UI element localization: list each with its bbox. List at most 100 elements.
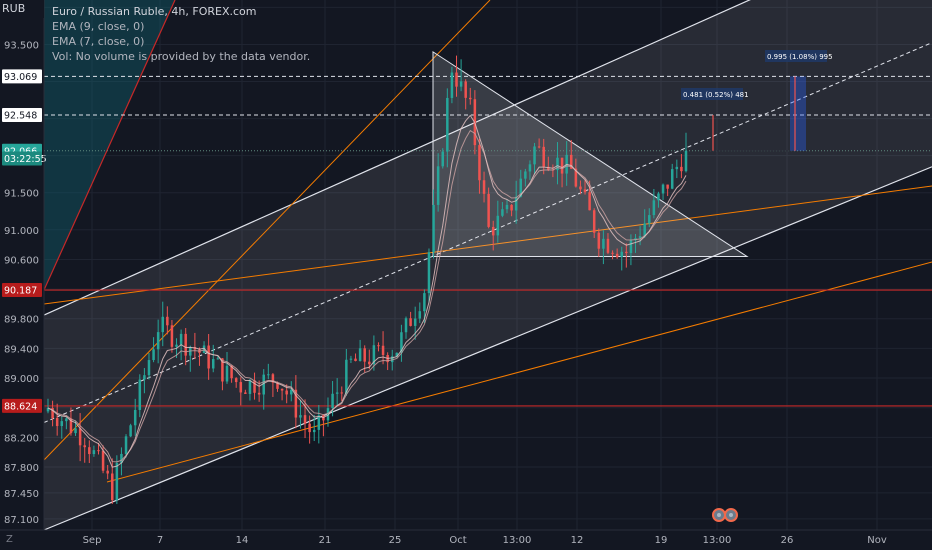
time-tick-label: 12 xyxy=(571,535,584,546)
candle-body xyxy=(643,223,646,237)
candle-body xyxy=(611,252,614,254)
candle-body xyxy=(652,200,656,216)
candle-body xyxy=(239,382,243,393)
candle-body xyxy=(588,192,591,211)
measurement-label-text: 0.481 (0.52%) 481 xyxy=(683,91,749,99)
zoom-button[interactable]: Z xyxy=(6,534,13,545)
price-tick-label: 88.200 xyxy=(4,433,39,444)
candle-body xyxy=(519,178,523,197)
economic-event-icon[interactable] xyxy=(724,508,738,522)
ema7-indicator[interactable]: EMA (7, close, 0) xyxy=(52,35,145,48)
candle-body xyxy=(335,392,339,394)
candle-body xyxy=(377,345,380,347)
currency-badge[interactable]: RUB xyxy=(0,0,44,18)
candle-body xyxy=(234,378,238,383)
candle-body xyxy=(496,215,500,236)
time-tick-label: 13:00 xyxy=(703,535,732,546)
time-tick-label: Sep xyxy=(83,535,102,546)
candle-body xyxy=(345,359,348,394)
candle-body xyxy=(574,168,578,187)
candle-body xyxy=(111,473,114,501)
candle-body xyxy=(271,374,275,383)
candle-body xyxy=(349,358,353,360)
candle-body xyxy=(446,97,449,152)
candle-body xyxy=(358,348,362,362)
candle-body xyxy=(505,204,509,210)
price-tick-label: 93.500 xyxy=(4,40,39,51)
candle-body xyxy=(115,462,119,501)
steep-trend-line xyxy=(43,0,176,291)
candle-body xyxy=(303,415,307,424)
candle-body xyxy=(459,81,463,87)
candle-body xyxy=(606,238,610,253)
measure-range-box xyxy=(790,76,806,151)
orange-trend-line xyxy=(106,261,932,483)
candle-body xyxy=(560,157,564,174)
candle-body xyxy=(501,209,504,216)
candle-body xyxy=(65,418,68,422)
candle-body xyxy=(230,365,233,379)
price-tag-bg xyxy=(2,108,42,123)
candle-body xyxy=(340,392,344,394)
candle-body xyxy=(620,251,623,258)
candle-body xyxy=(184,333,187,356)
price-tag: 90.187 xyxy=(2,283,42,298)
candle-body xyxy=(262,374,265,395)
candle-body xyxy=(207,345,210,369)
candle-body xyxy=(317,415,321,430)
candle-body xyxy=(147,360,151,376)
price-tag-text: 88.624 xyxy=(4,401,37,412)
candle-body xyxy=(381,345,385,355)
candle-body xyxy=(450,72,454,98)
candle-body xyxy=(615,253,619,258)
candle-body xyxy=(276,382,279,389)
time-tick-label: Oct xyxy=(449,535,466,546)
candle-body xyxy=(592,210,596,233)
candle-body xyxy=(469,97,472,100)
time-tick-label: 19 xyxy=(655,535,668,546)
candle-body xyxy=(253,380,256,393)
price-tag-text: 93.069 xyxy=(4,72,37,83)
candle-body xyxy=(331,393,334,409)
candle-body xyxy=(455,72,458,87)
candle-body xyxy=(395,352,399,357)
time-tick-label: Nov xyxy=(867,535,887,546)
price-tag: 88.624 xyxy=(2,398,42,413)
candle-body xyxy=(78,428,82,446)
candle-body xyxy=(88,447,91,455)
price-tick-label: 89.800 xyxy=(4,315,39,326)
candle-body xyxy=(602,238,605,249)
candle-body xyxy=(533,146,536,165)
channel-lower-line xyxy=(43,166,932,531)
price-tag: 03:22:55 xyxy=(2,151,47,166)
candle-body xyxy=(514,196,518,211)
candle-body xyxy=(221,358,224,382)
candle-body xyxy=(175,344,178,347)
price-tick-label: 87.800 xyxy=(4,463,39,474)
candle-body xyxy=(427,252,431,294)
candle-body xyxy=(55,418,59,427)
candle-body xyxy=(400,332,403,353)
candle-body xyxy=(101,450,105,471)
time-tick-label: 21 xyxy=(319,535,332,546)
candle-body xyxy=(368,361,371,365)
symbol-title[interactable]: Euro / Russian Ruble, 4h, FOREX.com xyxy=(52,5,257,18)
candle-body xyxy=(312,429,316,433)
candle-body xyxy=(280,388,284,391)
candle-body xyxy=(216,358,220,360)
candle-body xyxy=(675,166,679,170)
candle-body xyxy=(285,390,288,395)
price-tag-text: 03:22:55 xyxy=(4,154,47,165)
time-tick-label: 26 xyxy=(781,535,794,546)
candle-body xyxy=(423,293,426,312)
price-tag-bg xyxy=(2,151,42,166)
ema9-indicator[interactable]: EMA (9, close, 0) xyxy=(52,20,145,33)
candle-body xyxy=(179,333,183,345)
candle-body xyxy=(478,145,481,181)
ema9-line xyxy=(47,129,687,463)
candle-body xyxy=(267,374,270,376)
orange-trend-line xyxy=(43,185,932,305)
candle-body xyxy=(413,318,417,326)
candle-body xyxy=(666,184,669,189)
